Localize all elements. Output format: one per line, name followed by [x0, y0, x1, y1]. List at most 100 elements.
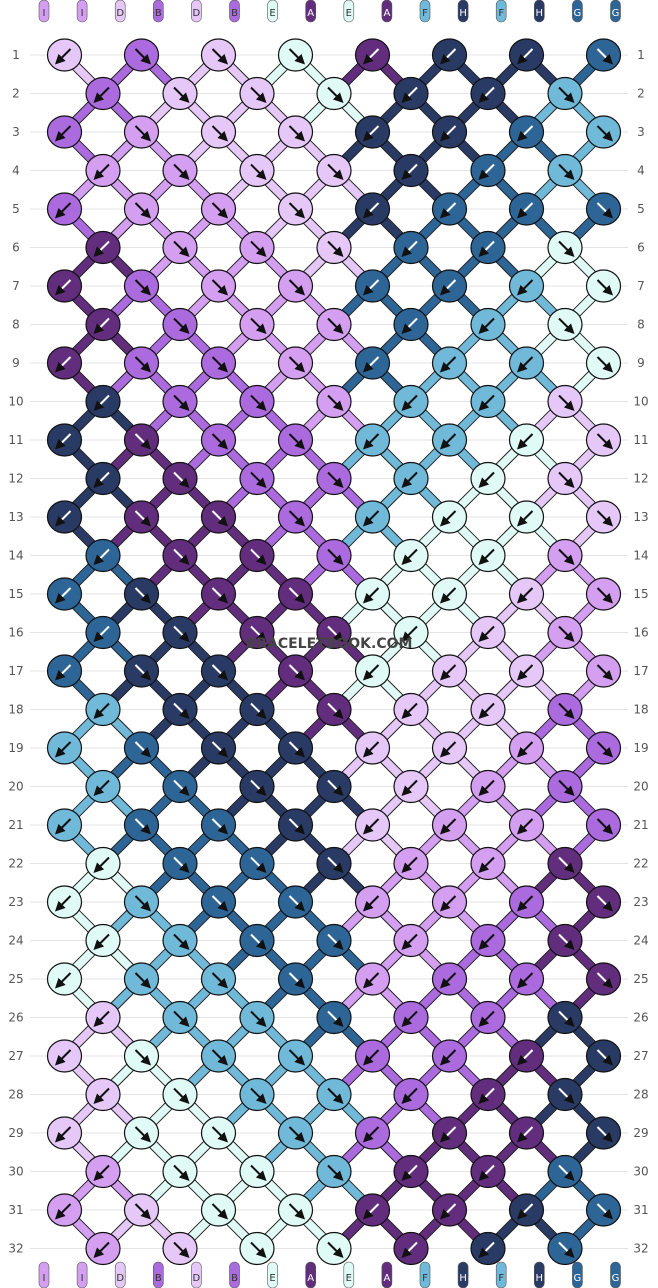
strand-label-top: B [231, 8, 238, 19]
arrow-down-right-icon [250, 86, 267, 104]
arrow-down-right-icon [250, 548, 267, 566]
knot [393, 1077, 429, 1112]
arrow-down-left-icon [516, 125, 534, 142]
knot [162, 1000, 198, 1035]
knot [46, 731, 83, 765]
arrow-down-right-icon [250, 1241, 267, 1259]
knot [431, 885, 468, 919]
arrow-down-left-icon [401, 548, 418, 566]
knot [277, 269, 314, 303]
row-number-right: 23 [633, 895, 648, 909]
knot [277, 38, 314, 72]
knot [162, 615, 198, 650]
arrow-down-left-icon [439, 664, 457, 681]
arrow-down-right-icon [288, 433, 306, 450]
arrow-down-left-icon [54, 895, 72, 912]
arrow-down-left-icon [516, 972, 534, 989]
arrow-down-left-icon [54, 510, 72, 527]
strand-label-top: D [193, 8, 201, 19]
row-number-right: 9 [637, 356, 645, 370]
row-number-left: 23 [8, 895, 23, 909]
knot [431, 346, 468, 380]
arrow-down-left-icon [478, 394, 495, 412]
row-number-right: 30 [633, 1165, 648, 1179]
row-number-left: 7 [12, 279, 20, 293]
arrow-down-right-icon [558, 933, 575, 951]
arrow-down-right-icon [558, 240, 575, 258]
arrow-down-left-icon [362, 433, 380, 450]
row-number-right: 8 [637, 318, 645, 332]
arrow-down-right-icon [558, 1010, 575, 1028]
strand-end-top [153, 0, 164, 23]
row-number-right: 10 [633, 395, 648, 409]
knot [508, 654, 545, 688]
arrow-down-right-icon [134, 433, 152, 450]
arrow-down-left-icon [401, 317, 418, 335]
strand-label-top: B [155, 8, 162, 19]
knot [277, 885, 314, 919]
arrow-down-right-icon [288, 279, 306, 296]
knot [470, 923, 506, 958]
knot [547, 307, 583, 342]
strand-label-bottom: G [612, 1273, 620, 1284]
arrow-down-right-icon [288, 202, 306, 219]
knot [470, 769, 506, 804]
knot [162, 769, 198, 804]
arrow-down-right-icon [596, 818, 614, 835]
knot [393, 384, 429, 419]
arrow-down-left-icon [439, 279, 457, 296]
row-number-left: 29 [8, 1126, 23, 1140]
row-number-right: 19 [633, 741, 648, 755]
arrow-down-right-icon [596, 972, 614, 989]
strand-end-top [343, 0, 355, 23]
knot [316, 846, 352, 881]
strand-label-bottom: B [231, 1273, 238, 1284]
knot [200, 1039, 237, 1073]
arrow-down-left-icon [439, 433, 457, 450]
arrow-down-right-icon [211, 433, 229, 450]
row-number-left: 6 [12, 241, 20, 255]
knot [393, 461, 429, 496]
arrow-down-right-icon [134, 664, 152, 681]
arrow-down-right-icon [134, 1126, 152, 1143]
arrow-down-left-icon [401, 856, 418, 874]
arrow-down-left-icon [401, 702, 418, 720]
strand-label-top: G [574, 8, 582, 19]
arrow-down-right-icon [211, 1049, 229, 1066]
arrow-down-left-icon [362, 202, 380, 219]
knot [354, 731, 391, 765]
arrow-down-left-icon [362, 279, 380, 296]
arrow-down-right-icon [211, 1203, 229, 1220]
arrow-down-right-icon [173, 856, 190, 874]
arrow-down-right-icon [327, 625, 344, 643]
arrow-down-left-icon [54, 356, 72, 373]
row-number-left: 14 [8, 549, 23, 563]
knot [123, 346, 160, 380]
arrow-down-left-icon [478, 471, 495, 489]
arrow-down-right-icon [558, 702, 575, 720]
knot [508, 1116, 545, 1150]
knot [508, 38, 545, 72]
arrow-down-left-icon [439, 895, 457, 912]
knot [123, 423, 160, 457]
knot [585, 38, 622, 72]
arrow-down-right-icon [288, 510, 306, 527]
arrow-down-right-icon [134, 972, 152, 989]
knot [354, 115, 391, 149]
knot [431, 1193, 468, 1227]
arrow-down-left-icon [439, 741, 457, 758]
knot [393, 153, 429, 188]
strand-end-top [457, 0, 469, 23]
arrow-down-left-icon [93, 240, 110, 258]
arrow-down-left-icon [93, 779, 110, 797]
knot [200, 346, 237, 380]
arrow-down-right-icon [558, 1087, 575, 1105]
knot [393, 615, 429, 650]
strand-label-top: A [383, 8, 390, 19]
arrow-down-right-icon [596, 1203, 614, 1220]
knot [393, 76, 429, 111]
arrow-down-right-icon [211, 818, 229, 835]
arrow-down-left-icon [362, 1126, 380, 1143]
row-number-left: 28 [8, 1088, 23, 1102]
